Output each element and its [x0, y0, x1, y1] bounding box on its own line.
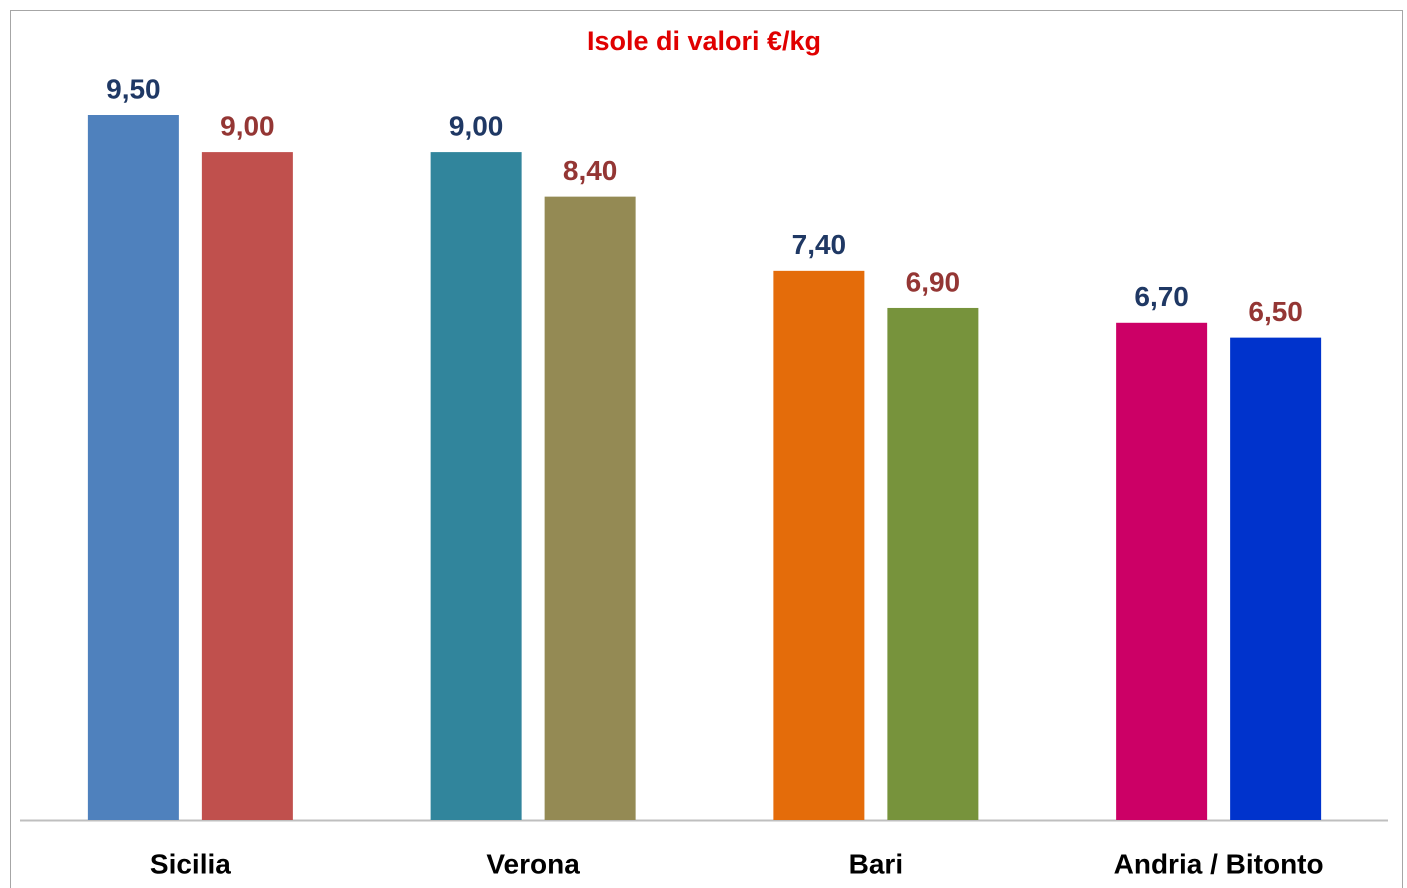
data-label: 7,40	[792, 229, 847, 260]
data-label: 9,00	[449, 110, 504, 141]
data-label: 6,90	[906, 266, 961, 297]
data-label: 8,40	[563, 155, 618, 186]
bar	[430, 152, 522, 820]
bar	[1230, 337, 1322, 820]
bar	[773, 270, 865, 820]
x-tick-label: Bari	[849, 848, 903, 879]
chart-title: Isole di valori €/kg	[587, 26, 821, 56]
data-label: 9,00	[220, 110, 275, 141]
data-label: 6,70	[1134, 281, 1189, 312]
data-label: 9,50	[106, 73, 161, 104]
bar	[201, 152, 293, 820]
bar	[87, 115, 179, 820]
bar	[544, 196, 636, 820]
x-tick-label: Andria / Bitonto	[1114, 848, 1324, 879]
bar	[1116, 322, 1208, 820]
x-tick-label: Sicilia	[150, 848, 231, 879]
bar	[887, 307, 979, 820]
data-label: 6,50	[1248, 296, 1303, 327]
x-tick-label: Verona	[486, 848, 580, 879]
